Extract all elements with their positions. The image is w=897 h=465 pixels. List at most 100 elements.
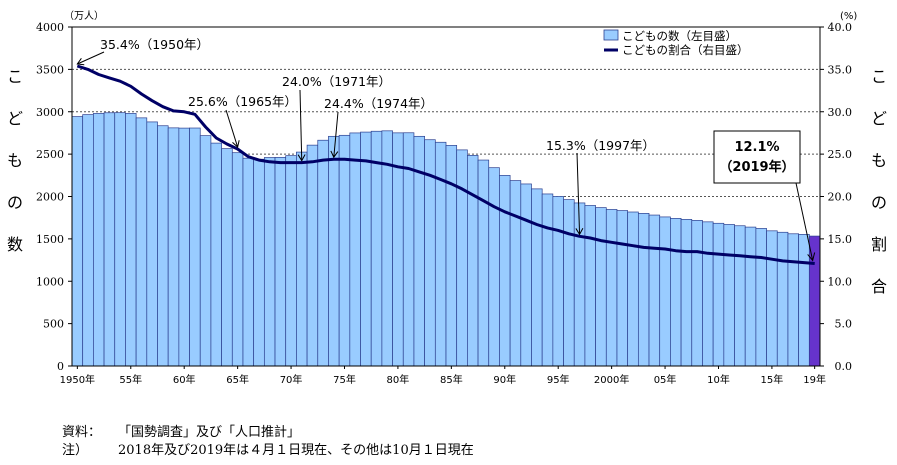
bar-2019 (808, 235, 821, 367)
bar-1969 (274, 156, 287, 367)
y-tick-left: 3500 (36, 63, 64, 76)
annotation-2019-value: 12.1% (734, 140, 779, 155)
bar-2010 (712, 222, 725, 367)
bar-2009 (702, 221, 714, 367)
y-axis-label-left: こどもの数 (4, 56, 26, 266)
annotation-1965: 25.6%（1965年） (188, 94, 297, 109)
bar-1962 (199, 135, 212, 367)
y-tick-left: 4000 (36, 21, 64, 34)
legend-label-line: こどもの割合（右目盛） (622, 43, 749, 57)
y-tick-right: 5.0 (835, 318, 853, 331)
chart: 0 500 1000 1500 2000 2500 3000 3500 4000 0.0 5.0 10… (36, 10, 857, 386)
bar-2006 (670, 218, 682, 367)
annotation-arrow-1965 (232, 140, 240, 148)
y-unit-left: （万人） (64, 10, 104, 22)
bar-2005 (659, 216, 671, 367)
y-tick-right: 25.0 (828, 148, 853, 161)
y-axis-label-right-char: 割 (870, 235, 887, 254)
bar-1984 (434, 141, 447, 367)
bar-1995 (552, 196, 564, 367)
y-axis-label-right-char: 合 (870, 277, 887, 296)
ratio-line (76, 64, 815, 265)
annotation-1950: 35.4%（1950年） (100, 37, 209, 52)
bar-2018 (798, 234, 810, 367)
annotation-2019-year: （2019年） (719, 159, 794, 175)
bar-1996 (563, 199, 575, 367)
bar-1952 (93, 113, 105, 367)
bar-2014 (755, 228, 767, 367)
bar-1957 (146, 121, 158, 367)
legend-swatch-bars (603, 29, 619, 41)
bar-1985 (445, 145, 458, 367)
bar-2016 (776, 231, 789, 367)
annotation-arrow-1971 (297, 154, 306, 162)
bar-1964 (221, 148, 233, 367)
note-remark-text: 2018年及び2019年は４月１日現在、その他は10月１日現在 (118, 443, 474, 458)
x-tick-label: 90年 (493, 373, 516, 386)
bar-1972 (306, 144, 319, 367)
bar-1950 (71, 116, 84, 367)
bar-1955 (125, 113, 137, 367)
bar-1956 (135, 117, 148, 367)
y-tick-left: 0 (57, 360, 64, 373)
y-axis-label-right-char: も (870, 151, 887, 170)
y-tick-left: 2000 (36, 191, 64, 204)
annotation-1974: 24.4%（1974年） (324, 96, 433, 111)
y-tick-left: 3000 (36, 106, 64, 119)
annotation-arrow-1974 (330, 150, 339, 159)
bar-2001 (616, 210, 629, 367)
bar-2000 (605, 209, 618, 367)
y-tick-left: 2500 (36, 148, 64, 161)
y-tick-right: 15.0 (828, 233, 853, 246)
y-tick-right: 0.0 (835, 360, 853, 373)
x-tick-label: 65年 (226, 373, 249, 386)
annotation-arrow-2019 (807, 252, 816, 262)
legend-label-bars: こどもの数（左目盛） (622, 29, 737, 43)
bar-1968 (263, 157, 276, 367)
bar-1970 (285, 155, 297, 367)
x-tick-label: 15年 (761, 373, 784, 386)
bar-1993 (531, 188, 543, 367)
bar-1961 (189, 127, 201, 367)
y-axis-label-right-char: ど (870, 109, 887, 128)
bar-2007 (680, 219, 693, 367)
note-source: 資料： 「国勢調査」及び「人口推計」 (62, 424, 474, 442)
bar-2013 (744, 226, 757, 367)
y-tick-right: 20.0 (828, 191, 853, 204)
bar-1991 (509, 180, 522, 367)
annotation-pointer-2019 (795, 182, 814, 261)
annotation-pointer-1971 (299, 89, 303, 161)
bar-1966 (242, 157, 255, 367)
y-axis-label-left-char: ど (6, 109, 23, 128)
annotation-box-2019 (713, 130, 801, 184)
bar-2017 (787, 233, 799, 367)
annotation-pointer-1997 (576, 152, 581, 235)
y-tick-right: 40.0 (828, 21, 853, 34)
bar-2012 (734, 225, 746, 367)
x-tick-label: 95年 (547, 373, 570, 386)
y-tick-left: 500 (43, 318, 64, 331)
annotation-arrow-1950 (76, 58, 85, 66)
bar-1978 (370, 130, 383, 367)
x-tick-label: 1950年 (60, 373, 95, 386)
x-tick-label: 05年 (654, 373, 677, 386)
bar-1965 (231, 152, 244, 367)
bar-1975 (338, 134, 351, 367)
bar-1967 (253, 158, 265, 367)
x-tick-label: 60年 (173, 373, 196, 386)
x-tick-label: 10年 (707, 373, 730, 386)
x-tick-label: 85年 (440, 373, 463, 386)
bar-1958 (157, 125, 169, 367)
bar-2003 (637, 213, 650, 367)
y-axis-label-right-char: こ (870, 67, 887, 86)
y-axis-label-left-char: の (6, 193, 23, 212)
bar-1999 (595, 207, 607, 367)
y-axis-label-left-char: も (6, 151, 23, 170)
bar-2015 (766, 230, 778, 367)
bar-1973 (317, 139, 329, 367)
note-remark: 注） 2018年及び2019年は４月１日現在、その他は10月１日現在 (62, 442, 474, 460)
bar-1987 (467, 155, 479, 367)
x-tick-label: 19年 (803, 373, 826, 386)
bar-1951 (82, 114, 94, 367)
annotation-pointer-1950 (77, 51, 105, 65)
